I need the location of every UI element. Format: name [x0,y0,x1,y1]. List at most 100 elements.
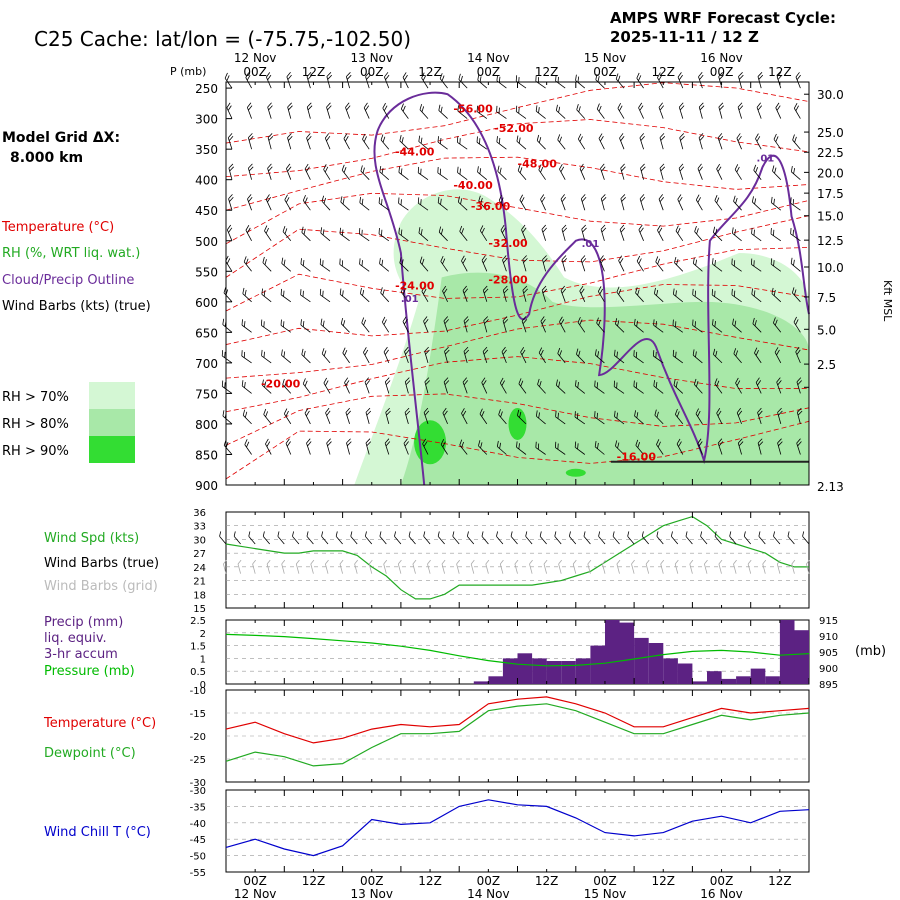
time-tick-label: 00Z [710,65,734,79]
wind-barb [516,135,527,150]
wind-barb [677,72,684,89]
wind-barb [750,258,762,272]
wind-chill-tick-label: -40 [190,819,206,830]
wind-speed-panel: 15 18 21 24 27 30 33 36 [193,508,810,615]
surface-wind-barb [248,531,256,545]
height-tick-label: 17.5 [817,187,844,201]
wind-barb [365,438,372,455]
rh80-region [400,272,809,485]
height-tick-label: 10.0 [817,261,844,275]
wind-barb [241,319,252,333]
wind-barb [378,228,390,242]
temperature-contour-label: -16.00 [617,451,657,464]
wind-barb [281,349,292,364]
precip-bar [794,630,809,684]
surface-wind-barb [743,531,752,545]
wind-barb [267,102,273,119]
wind-barb [481,255,488,272]
wind-barb [580,194,587,211]
wind-barb [777,407,783,425]
time-tick-label: 12Z [652,874,676,888]
legend-rh80: RH > 80% [2,417,69,432]
wind-barb [324,133,331,150]
pressure-axis-label: P (mb) [170,65,206,78]
time-tick-label: 12Z [652,65,676,79]
wind-barb [679,133,685,150]
surface-wind-barb [583,531,591,545]
wind-barb [793,316,801,333]
precip-bar [605,620,620,684]
precip-label-3: 3-hr accum [44,647,118,662]
wind-barb [554,441,566,455]
wind-barb [737,102,744,119]
height-tick-label: 7.5 [817,291,836,305]
wind-barb [281,257,292,272]
cross-section-panel: -56.00-52.00 -44.00 -48.00 -40.00 -36.00 -32.… [195,72,844,494]
wind-speed-tick-label: 30 [193,535,206,546]
surface-wind-barb [773,531,781,545]
wind-barb [457,166,468,181]
surface-wind-barb [321,531,329,545]
precip-bar [765,676,780,684]
wind-chill-label: Wind Chill T (°C) [44,825,151,840]
precip-tick-label: 0.5 [190,667,206,678]
height-tick-label: 5.0 [817,323,836,337]
wind-barb [635,439,644,455]
time-tick-label: 12Z [418,65,442,79]
pressure-tick-label: 300 [195,113,218,127]
wind-barb [535,410,546,425]
wind-barb [323,164,331,180]
wind-barb [636,72,644,89]
cloud-contour-label: .01 [582,239,600,250]
wind-barb [600,163,606,180]
wind-barb [657,225,664,241]
wind-barb [443,377,450,394]
time-tick-label: 00Z [593,65,617,79]
wind-barb [795,72,801,89]
wind-barb [402,72,409,89]
wind-barb [306,102,313,119]
day-label: 13 Nov [350,51,393,65]
wind-barb [244,439,252,455]
wind-barb [383,346,390,364]
wind-barb [577,316,586,333]
wind-barb [692,319,703,333]
surface-wind-barb [525,531,533,545]
wind-barb [633,318,644,333]
wind-barb [302,194,311,211]
wind-barb [226,102,233,119]
wind-barb [755,133,762,150]
temperature-contour [225,156,810,211]
grid-wind-barb [266,559,271,574]
wind-barb [476,105,488,119]
wind-barb [516,409,527,425]
wind-barb [653,380,664,394]
grid-wind-barb [572,559,577,574]
wind-barb [717,133,724,150]
wind-barb [300,258,311,272]
surface-wind-barb [423,531,431,545]
wind-barb [418,227,429,242]
surface-wind-barb [670,531,679,545]
dewpoint-line [225,703,810,767]
wind-barb [576,348,586,364]
temperature-contour-label: -32.00 [488,237,528,250]
wind-barb [421,286,429,303]
wind-barb [615,440,625,455]
pressure-tick-label: 700 [195,357,218,371]
wind-barb [659,163,666,180]
wind-barb [634,410,644,425]
wind-barb [597,286,605,303]
rh90-region [508,407,527,440]
wind-barb [287,133,293,150]
precip-label-2: liq. equiv. [44,631,107,646]
wind-barb [245,225,252,241]
wind-barb [342,347,350,364]
wind-chill-panel: -55 -50 -45 -40 -35 -30 [190,786,810,879]
precip-bar [707,671,722,684]
legend-temperature: Temperature (°C) [1,220,114,235]
wind-barb [617,102,625,119]
wind-barb [302,378,311,394]
wind-barb [771,287,782,303]
pressure-tick-label: 600 [195,296,218,310]
